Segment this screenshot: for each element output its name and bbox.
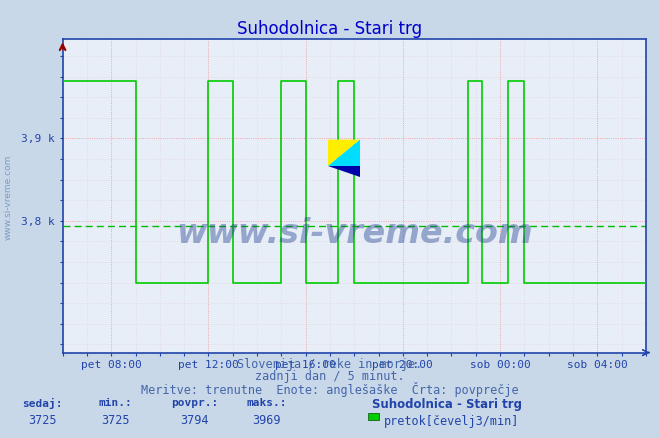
Text: maks.:: maks.: [246, 398, 287, 408]
Text: zadnji dan / 5 minut.: zadnji dan / 5 minut. [254, 370, 405, 383]
Text: Meritve: trenutne  Enote: anglešaške  Črta: povprečje: Meritve: trenutne Enote: anglešaške Črta… [140, 382, 519, 397]
Text: www.si-vreme.com: www.si-vreme.com [3, 155, 13, 240]
Polygon shape [328, 140, 360, 166]
Text: povpr.:: povpr.: [171, 398, 218, 408]
Text: 3794: 3794 [180, 414, 209, 427]
Text: www.si-vreme.com: www.si-vreme.com [176, 217, 532, 250]
Text: min.:: min.: [98, 398, 132, 408]
Text: sedaj:: sedaj: [22, 398, 63, 409]
Text: Slovenija / reke in morje.: Slovenija / reke in morje. [237, 358, 422, 371]
Polygon shape [328, 140, 360, 166]
Text: Suhodolnica - Stari trg: Suhodolnica - Stari trg [237, 20, 422, 38]
Text: 3725: 3725 [28, 414, 57, 427]
Polygon shape [328, 166, 360, 177]
Text: 3725: 3725 [101, 414, 130, 427]
Text: pretok[čevelj3/min]: pretok[čevelj3/min] [384, 415, 519, 428]
Text: Suhodolnica - Stari trg: Suhodolnica - Stari trg [372, 398, 523, 411]
Text: 3969: 3969 [252, 414, 281, 427]
